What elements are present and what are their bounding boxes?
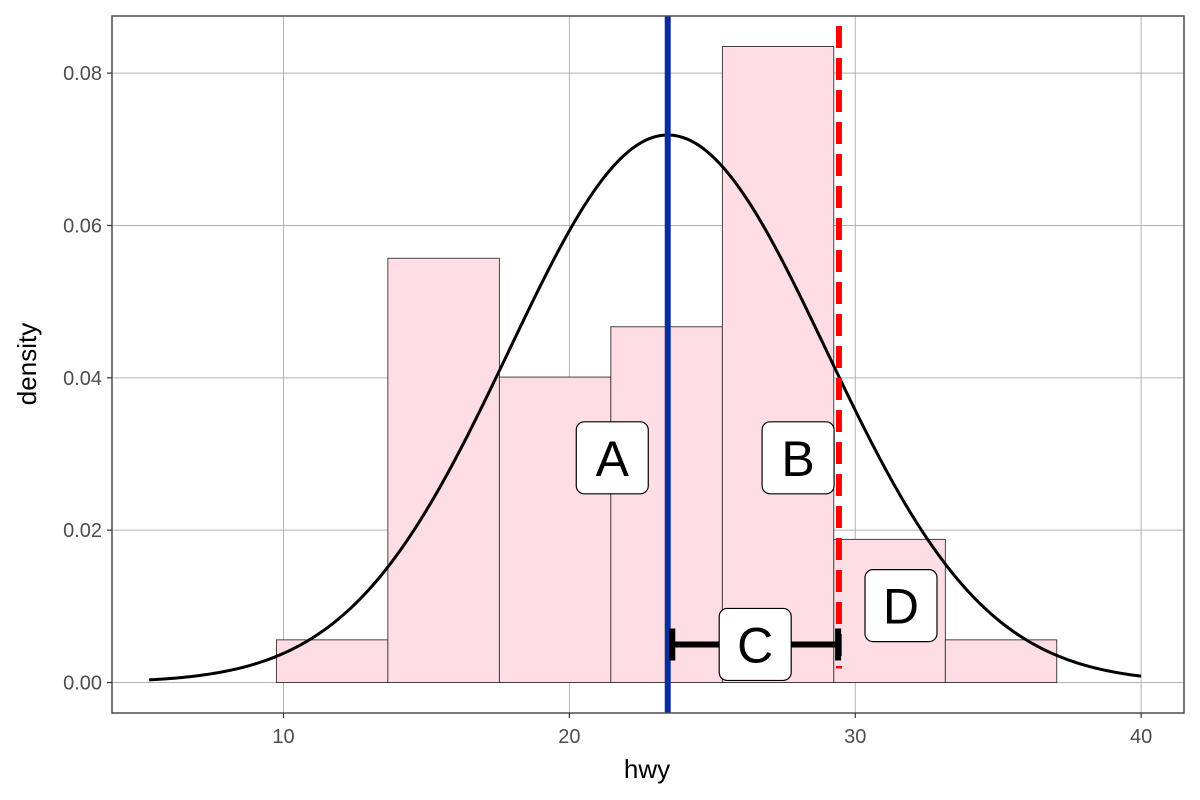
histogram-bar: [275, 639, 389, 683]
annotation-box: [718, 607, 792, 682]
y-tick-label: 0.04: [63, 368, 102, 390]
histogram-bar: [387, 257, 500, 683]
y-tick-label: 0.08: [63, 63, 102, 85]
x-axis-title: hwy: [624, 754, 670, 784]
annotation-label: A: [596, 431, 630, 487]
y-tick-label: 0.02: [63, 520, 102, 542]
annotation-labels: A B C D: [575, 421, 938, 682]
normal-density-curve: [149, 133, 1142, 682]
x-tick-label: 20: [558, 726, 580, 748]
histogram-bar: [721, 46, 835, 683]
annotation-label: B: [781, 431, 814, 487]
panel-border: [111, 15, 1185, 714]
x-axis-ticks: 10 20 30 40: [272, 713, 1152, 748]
x-tick-label: 40: [1130, 726, 1152, 748]
y-axis-title: density: [12, 323, 42, 405]
annotation-box: [864, 568, 938, 643]
annotation-box: [575, 421, 649, 495]
y-tick-label: 0.06: [63, 215, 102, 237]
y-axis-ticks: 0.00 0.02 0.04 0.06 0.08: [63, 63, 112, 695]
x-tick-label: 30: [844, 726, 866, 748]
x-tick-label: 10: [272, 726, 294, 748]
annotation-label: D: [883, 579, 919, 635]
annotation-box: [761, 421, 835, 495]
annotation-label: C: [737, 617, 773, 673]
y-tick-label: 0.00: [63, 673, 102, 695]
